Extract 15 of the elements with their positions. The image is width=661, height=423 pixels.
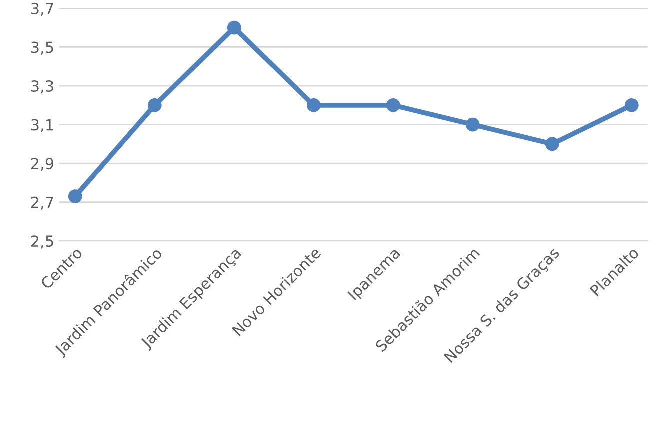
point (306, 98, 321, 112)
point (68, 190, 82, 204)
y-tick-label: 3,1 (31, 119, 54, 132)
y-tick-label: 2,7 (31, 196, 54, 210)
y-tick-label: 2,5 (31, 236, 54, 249)
point (148, 98, 162, 112)
point (227, 20, 242, 35)
y-tick-label: 3,7 (31, 2, 54, 16)
point (466, 118, 480, 132)
point (545, 137, 560, 152)
y-tick-label: 3,5 (31, 42, 54, 55)
y-tick-label: 2,9 (31, 158, 54, 172)
point (624, 98, 639, 112)
point (386, 98, 400, 112)
y-tick-label: 3,3 (31, 80, 54, 94)
